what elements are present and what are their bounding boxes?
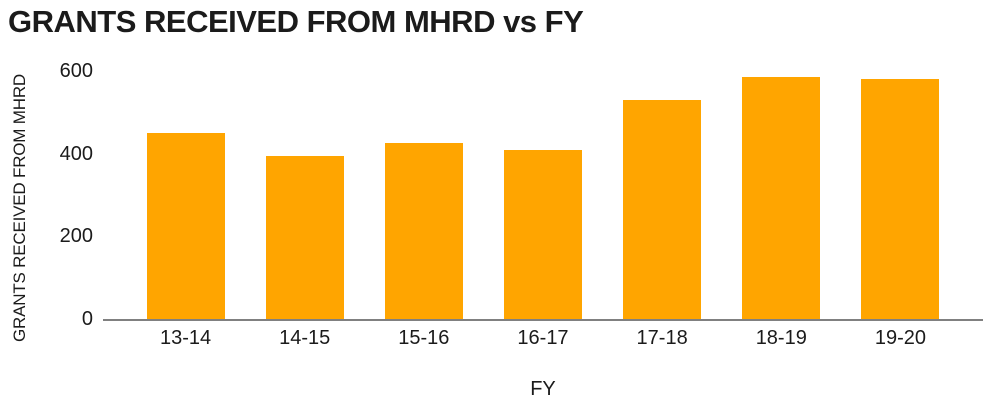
x-tick-label-13-14: 13-14 (159, 327, 212, 349)
y-tick-label-400: 400 (59, 142, 93, 165)
x-tick-label-15-16: 15-16 (398, 327, 450, 349)
chart-title: GRANTS RECEIVED FROM MHRD vs FY (8, 4, 584, 39)
x-axis-labels: 13-14 14-15 15-16 16-17 17-18 18-19 19-20 (103, 327, 983, 350)
y-tick-label-0: 0 (81, 308, 93, 330)
bar-17-18 (623, 99, 702, 319)
bar-column-13-14 (126, 71, 245, 319)
bar-column-19-20 (841, 71, 960, 319)
bar-14-15 (265, 155, 344, 319)
y-axis-title: GRANTS RECEIVED FROM MHRD (10, 74, 29, 342)
y-tick-label-600: 600 (59, 60, 93, 82)
bar-15-16 (384, 143, 463, 319)
x-tick-label-18-19: 18-19 (755, 327, 807, 349)
bar-column-16-17 (483, 71, 602, 319)
x-tick-label-19-20: 19-20 (874, 327, 926, 349)
bar-column-17-18 (603, 71, 722, 319)
bar-column-14-15 (245, 71, 364, 319)
x-tick-label-16-17: 16-17 (517, 327, 569, 349)
bar-13-14 (146, 133, 225, 319)
bar-column-15-16 (364, 71, 483, 319)
bar-16-17 (503, 149, 582, 319)
y-tick-label-200: 200 (59, 225, 93, 248)
bar-19-20 (861, 79, 940, 319)
x-axis-title: FY (530, 378, 556, 400)
bar-column-18-19 (722, 71, 841, 319)
bar-18-19 (742, 77, 821, 319)
plot-area: 0 200 400 600 (60, 61, 983, 329)
x-tick-label-17-18: 17-18 (636, 327, 688, 349)
x-tick-label-14-15: 14-15 (279, 327, 331, 349)
bars-container (103, 71, 983, 319)
